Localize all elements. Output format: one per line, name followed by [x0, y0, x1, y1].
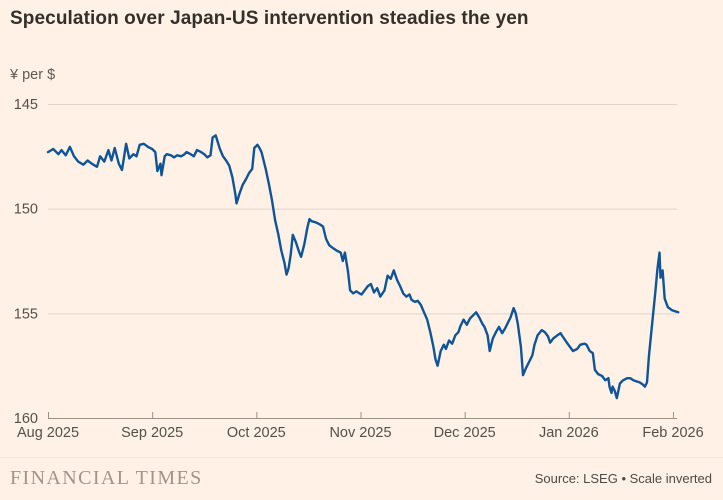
financial-times-wordmark: FINANCIAL TIMES	[10, 467, 203, 489]
y-tick-label: 145	[14, 97, 38, 113]
yen-rate-line	[46, 134, 680, 400]
chart-footer: FINANCIAL TIMES Source: LSEG • Scale inv…	[0, 457, 723, 499]
chart-title: Speculation over Japan-US intervention s…	[10, 8, 529, 29]
x-tick-label: Aug 2025	[17, 425, 79, 441]
y-tick-label: 155	[14, 306, 38, 322]
y-tick-label: 150	[14, 202, 38, 218]
x-tick-label: Jan 2026	[539, 425, 599, 441]
x-tick-label: Feb 2026	[642, 425, 703, 441]
x-tick-label: Sep 2025	[121, 425, 183, 441]
x-tick-label: Dec 2025	[434, 425, 496, 441]
x-tick-label: Nov 2025	[329, 425, 391, 441]
source-note: Source: LSEG • Scale inverted	[534, 471, 712, 486]
y-tick-label: 160	[14, 411, 38, 427]
y-axis-unit-label: ¥ per $	[10, 67, 56, 83]
x-tick-label: Oct 2025	[227, 425, 286, 441]
